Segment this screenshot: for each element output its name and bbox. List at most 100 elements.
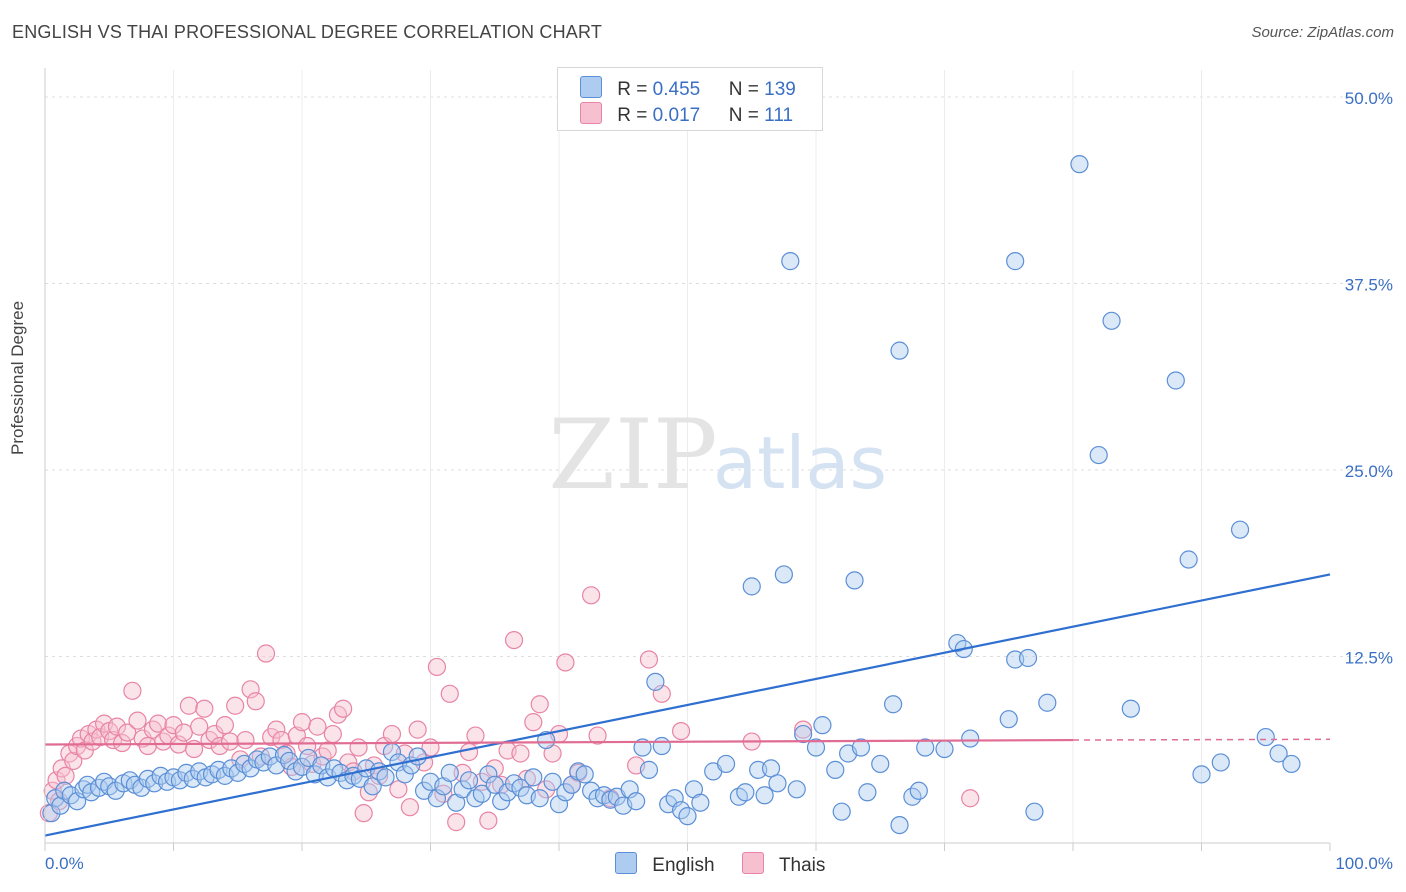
english-point-77 [524, 768, 543, 787]
english-point-85 [575, 765, 594, 784]
thais-point-37 [205, 724, 224, 744]
english-point-115 [813, 716, 832, 735]
thais-trend-line [44, 738, 1074, 746]
thais-point-84 [466, 726, 485, 745]
thais-point-49 [267, 720, 286, 739]
english-point-79 [537, 730, 556, 750]
thais-point-90 [504, 630, 524, 650]
thais-point-21 [123, 681, 142, 700]
legend-item-english[interactable]: English [615, 852, 715, 877]
thais-point-74 [400, 798, 420, 817]
english-point-78 [530, 789, 549, 808]
thais-point-34 [190, 717, 209, 736]
thais-point-54 [292, 713, 312, 732]
thais-point-71 [382, 724, 402, 744]
english-point-119 [851, 738, 871, 757]
legend-item-thais[interactable]: Thais [742, 852, 825, 877]
english-point-93 [626, 792, 646, 811]
english-point-142 [742, 577, 761, 596]
english-point-12 [106, 781, 125, 800]
thais-point-43 [236, 730, 255, 750]
thais-point-40 [220, 732, 240, 751]
english-point-150 [1230, 520, 1250, 539]
english-n-label: N = [728, 79, 759, 100]
thais-point-19 [112, 733, 132, 753]
thais-point-22 [128, 711, 147, 730]
english-point-67 [459, 771, 479, 790]
english-point-54 [376, 768, 395, 787]
english-point-152 [1269, 744, 1288, 763]
y-axis-label: Professional Degree [8, 300, 27, 455]
watermark-zip: ZIP [548, 399, 717, 511]
thais-point-98 [556, 653, 575, 672]
thais-point-29 [164, 716, 183, 735]
thais-point-20 [118, 723, 137, 742]
thais-point-75 [408, 720, 427, 739]
thais-point-18 [107, 717, 127, 736]
thais-point-105 [639, 650, 659, 669]
english-point-96 [646, 672, 665, 691]
thais-point-25 [143, 720, 163, 739]
thais-point-27 [154, 732, 173, 751]
english-point-57 [395, 765, 414, 784]
english-point-138 [1166, 371, 1185, 390]
thais-point-94 [530, 695, 549, 714]
source-label: Source: ZipAtlas.com [1251, 24, 1394, 41]
english-point-103 [691, 793, 710, 812]
english-swatch [580, 76, 602, 98]
legend-thais-swatch [742, 852, 764, 874]
thais-trend-extension [1072, 738, 1331, 741]
thais-n-label: N = [728, 105, 759, 126]
english-point-94 [633, 738, 652, 757]
english-point-130 [999, 710, 1018, 729]
english-point-121 [871, 754, 890, 774]
axes: 12.5% 25.0% 37.5% 50.0% 0.0% 100.0% [44, 68, 1393, 873]
thais-point-38 [210, 736, 229, 756]
thais-point-44 [241, 680, 260, 699]
thais-point-66 [354, 804, 373, 823]
english-point-122 [883, 695, 903, 714]
series-legend: English Thais [0, 852, 1406, 878]
thais-point-61 [328, 705, 348, 724]
thais-point-107 [671, 721, 691, 741]
english-point-132 [1018, 648, 1038, 668]
english-series [42, 155, 1301, 835]
legend-english-swatch [615, 852, 637, 874]
english-point-125 [909, 781, 928, 800]
thais-point-35 [195, 699, 214, 718]
english-r-value: 0.455 [652, 79, 701, 100]
english-trend-line [44, 573, 1331, 837]
thais-point-110 [961, 789, 980, 808]
thais-r-value: 0.017 [652, 105, 701, 126]
english-point-136 [1089, 445, 1108, 465]
english-point-146 [890, 341, 909, 360]
english-point-69 [472, 784, 491, 803]
stats-row-thais: R = 0.017 N = 111 [580, 102, 793, 127]
thais-point-109 [794, 720, 813, 739]
stats-legend: R = 0.455 N = 139 R = 0.017 N = 111 [557, 67, 823, 131]
english-point-117 [832, 802, 851, 821]
thais-point-45 [246, 692, 265, 711]
english-point-113 [794, 724, 813, 744]
legend-english-label: English [652, 855, 715, 876]
thais-point-26 [148, 714, 168, 733]
english-point-140 [1192, 765, 1211, 784]
english-point-149 [1102, 311, 1121, 330]
english-point-116 [826, 760, 845, 779]
gridlines [45, 70, 1365, 843]
english-point-139 [1179, 550, 1198, 569]
thais-point-91 [511, 744, 530, 763]
thais-point-101 [582, 586, 601, 605]
y-tick-label-3: 50.0% [1345, 89, 1393, 108]
english-point-129 [961, 729, 980, 748]
english-point-126 [916, 738, 935, 757]
y-tick-label-0: 12.5% [1345, 649, 1393, 668]
english-point-148 [1006, 252, 1025, 271]
english-point-70 [479, 765, 498, 784]
english-point-135 [1070, 155, 1089, 174]
english-point-59 [408, 747, 427, 766]
english-point-145 [845, 571, 864, 590]
english-point-82 [556, 783, 575, 802]
english-point-112 [787, 780, 806, 799]
